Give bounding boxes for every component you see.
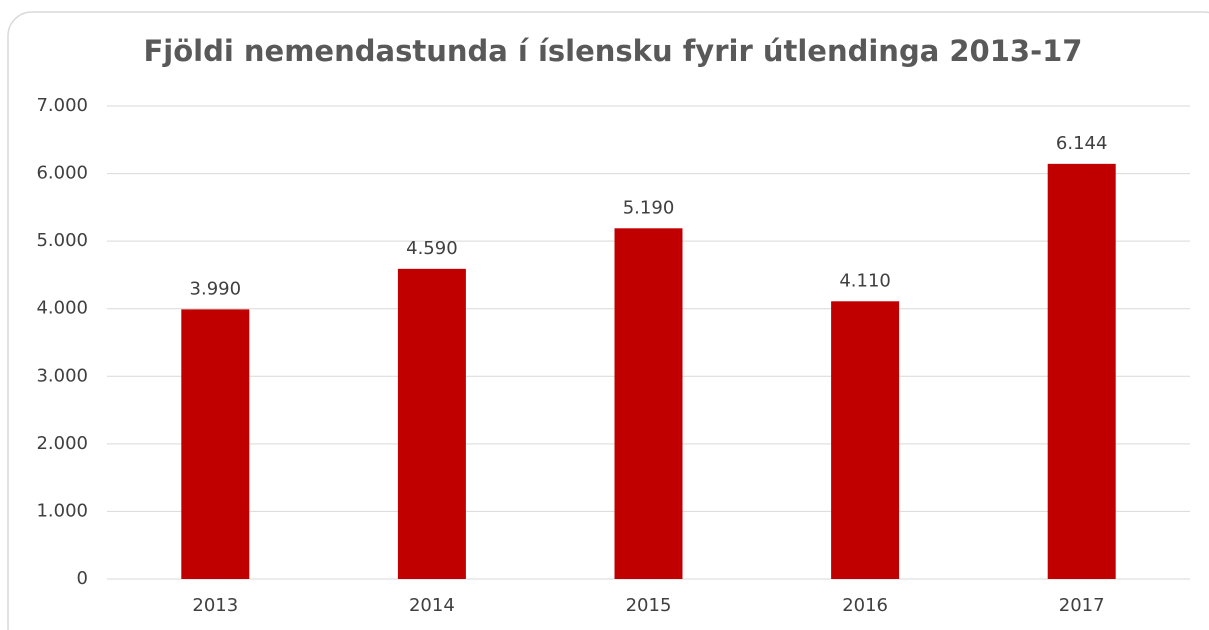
- y-tick-label: 6.000: [36, 163, 88, 184]
- y-tick-label: 1.000: [36, 500, 88, 521]
- bar: [397, 268, 466, 579]
- bar: [614, 228, 683, 579]
- bar: [181, 309, 250, 579]
- y-tick-label: 7.000: [36, 95, 88, 116]
- x-tick-label: 2014: [409, 595, 455, 616]
- data-label: 6.144: [1056, 133, 1108, 154]
- y-tick-label: 0: [77, 568, 88, 589]
- bar: [1047, 163, 1116, 580]
- data-label: 4.110: [839, 270, 891, 291]
- data-label: 3.990: [190, 278, 242, 299]
- y-tick-label: 2.000: [36, 433, 88, 454]
- y-tick-label: 3.000: [36, 365, 88, 386]
- x-tick-label: 2013: [192, 595, 238, 616]
- bar: [831, 301, 900, 579]
- data-label: 5.190: [623, 197, 675, 218]
- x-tick-label: 2017: [1059, 595, 1105, 616]
- chart-title: Fjöldi nemendastunda í íslensku fyrir út…: [143, 34, 1082, 68]
- x-tick-label: 2015: [626, 595, 672, 616]
- data-label: 4.590: [406, 238, 458, 259]
- x-tick-label: 2016: [842, 595, 888, 616]
- y-tick-label: 5.000: [36, 230, 88, 251]
- y-tick-label: 4.000: [36, 298, 88, 319]
- chart-frame: [7, 11, 1209, 630]
